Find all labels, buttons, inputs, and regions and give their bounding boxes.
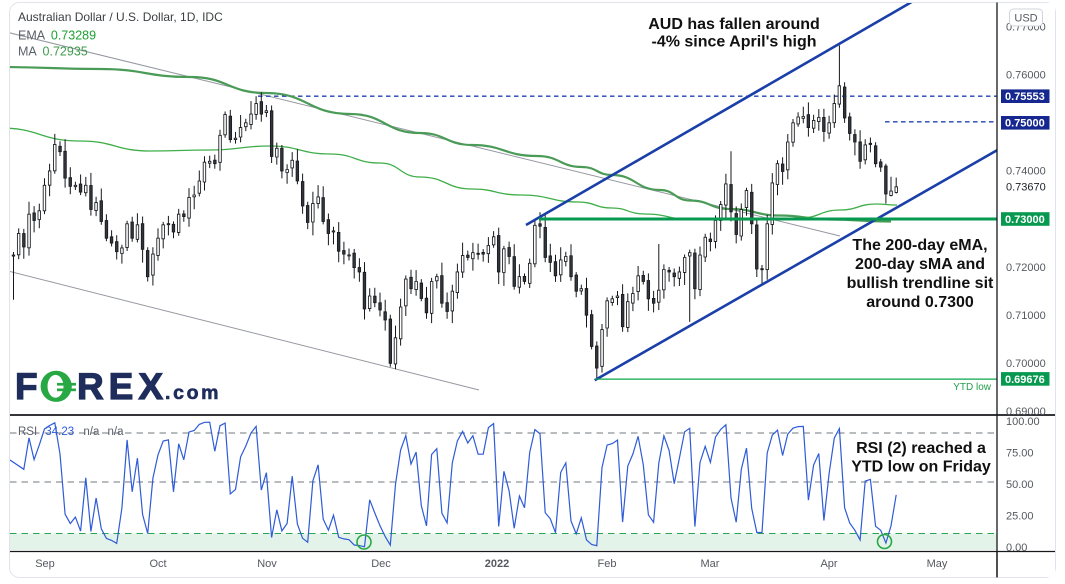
svg-text:Apr: Apr <box>820 558 837 570</box>
svg-text:bullish trendline sit: bullish trendline sit <box>847 275 994 292</box>
svg-text:REX: REX <box>77 366 163 407</box>
svg-text:50.00: 50.00 <box>1006 479 1034 491</box>
svg-text:2022: 2022 <box>485 558 509 570</box>
svg-text:RSI 34.23 n/a n/a: RSI 34.23 n/a n/a <box>18 426 124 438</box>
svg-text:.com: .com <box>165 382 219 404</box>
svg-text:0.73000: 0.73000 <box>1005 214 1045 226</box>
svg-text:75.00: 75.00 <box>1006 447 1034 459</box>
svg-text:USD: USD <box>1014 13 1037 25</box>
svg-text:Dec: Dec <box>371 558 391 570</box>
svg-text:-4% since April's high: -4% since April's high <box>651 34 816 51</box>
svg-text:25.00: 25.00 <box>1006 510 1034 522</box>
svg-text:0.76000: 0.76000 <box>1006 70 1046 82</box>
svg-text:0.75000: 0.75000 <box>1005 118 1045 130</box>
svg-text:Australian Dollar / U.S. Dolla: Australian Dollar / U.S. Dollar, 1D, IDC <box>18 10 223 24</box>
svg-text:The 200-day eMA,: The 200-day eMA, <box>852 237 987 254</box>
svg-text:EMA 0.73289: EMA 0.73289 <box>18 29 96 43</box>
svg-text:0.71000: 0.71000 <box>1006 310 1046 322</box>
svg-text:0.73670: 0.73670 <box>1006 182 1046 194</box>
svg-text:AUD has fallen around: AUD has fallen around <box>648 16 820 33</box>
svg-text:0.75553: 0.75553 <box>1005 91 1045 103</box>
svg-text:Oct: Oct <box>149 558 166 570</box>
svg-text:200-day sMA and: 200-day sMA and <box>855 256 985 273</box>
svg-text:around 0.7300: around 0.7300 <box>866 294 974 311</box>
svg-text:0.69000: 0.69000 <box>1006 406 1046 418</box>
svg-text:0.74000: 0.74000 <box>1006 166 1046 178</box>
svg-text:Nov: Nov <box>257 558 277 570</box>
svg-text:May: May <box>927 558 948 570</box>
svg-text:0.72000: 0.72000 <box>1006 262 1046 274</box>
svg-text:0.70000: 0.70000 <box>1006 358 1046 370</box>
svg-text:Sep: Sep <box>35 558 55 570</box>
svg-text:RSI (2) reached a: RSI (2) reached a <box>856 440 986 457</box>
svg-text:YTD low on Friday: YTD low on Friday <box>851 459 991 476</box>
svg-text:0.69676: 0.69676 <box>1005 374 1045 386</box>
svg-text:Feb: Feb <box>598 558 617 570</box>
svg-text:Mar: Mar <box>701 558 720 570</box>
svg-text:F: F <box>15 366 38 407</box>
svg-text:YTD low: YTD low <box>953 382 992 393</box>
svg-text:0.00: 0.00 <box>1006 542 1027 554</box>
svg-text:MA 0.72935: MA 0.72935 <box>18 45 88 59</box>
svg-text:100.00: 100.00 <box>1006 416 1040 428</box>
